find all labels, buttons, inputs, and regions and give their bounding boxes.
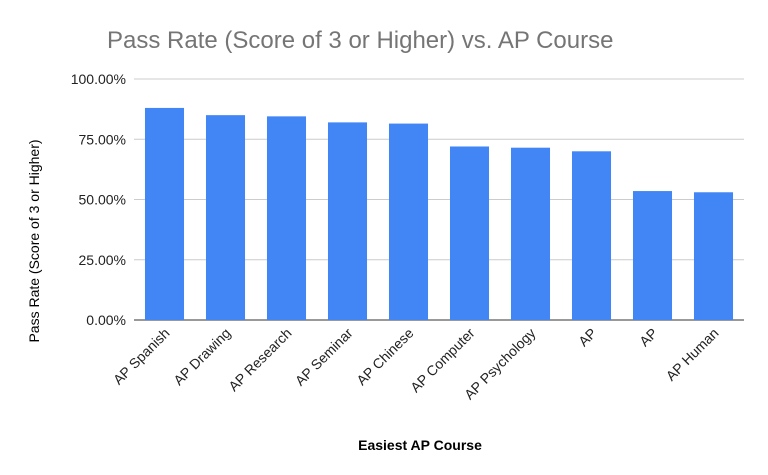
bar <box>205 115 246 321</box>
bar <box>510 147 551 320</box>
x-tick-label: AP Human <box>663 325 722 384</box>
x-tick-label: AP Chinese <box>353 325 417 389</box>
x-tick-label: AP <box>636 325 661 350</box>
bar <box>388 123 429 320</box>
bar <box>449 146 490 320</box>
bar <box>632 191 673 320</box>
bar <box>327 122 368 320</box>
x-tick-label: AP Drawing <box>170 325 233 388</box>
x-tick-label: AP Seminar <box>292 325 356 389</box>
x-tick-label: AP <box>575 325 600 350</box>
y-tick-labels: 0.00% 25.00% 50.00% 75.00% 100.00% <box>71 71 126 328</box>
x-axis-title: Easiest AP Course <box>358 437 482 453</box>
bar <box>571 151 612 320</box>
bars <box>144 107 734 321</box>
bar <box>144 107 185 320</box>
x-tick-label: AP Spanish <box>110 325 173 388</box>
y-tick-label: 50.00% <box>79 192 126 208</box>
y-tick-label: 75.00% <box>79 131 126 147</box>
bar <box>693 192 734 320</box>
chart-title: Pass Rate (Score of 3 or Higher) vs. AP … <box>107 27 613 54</box>
y-tick-label: 100.00% <box>71 71 126 87</box>
y-axis-title: Pass Rate (Score of 3 or Higher) <box>26 139 42 342</box>
x-tick-label: AP Research <box>225 325 294 394</box>
bar <box>266 116 307 320</box>
y-tick-label: 25.00% <box>79 252 126 268</box>
y-tick-label: 0.00% <box>86 312 126 328</box>
